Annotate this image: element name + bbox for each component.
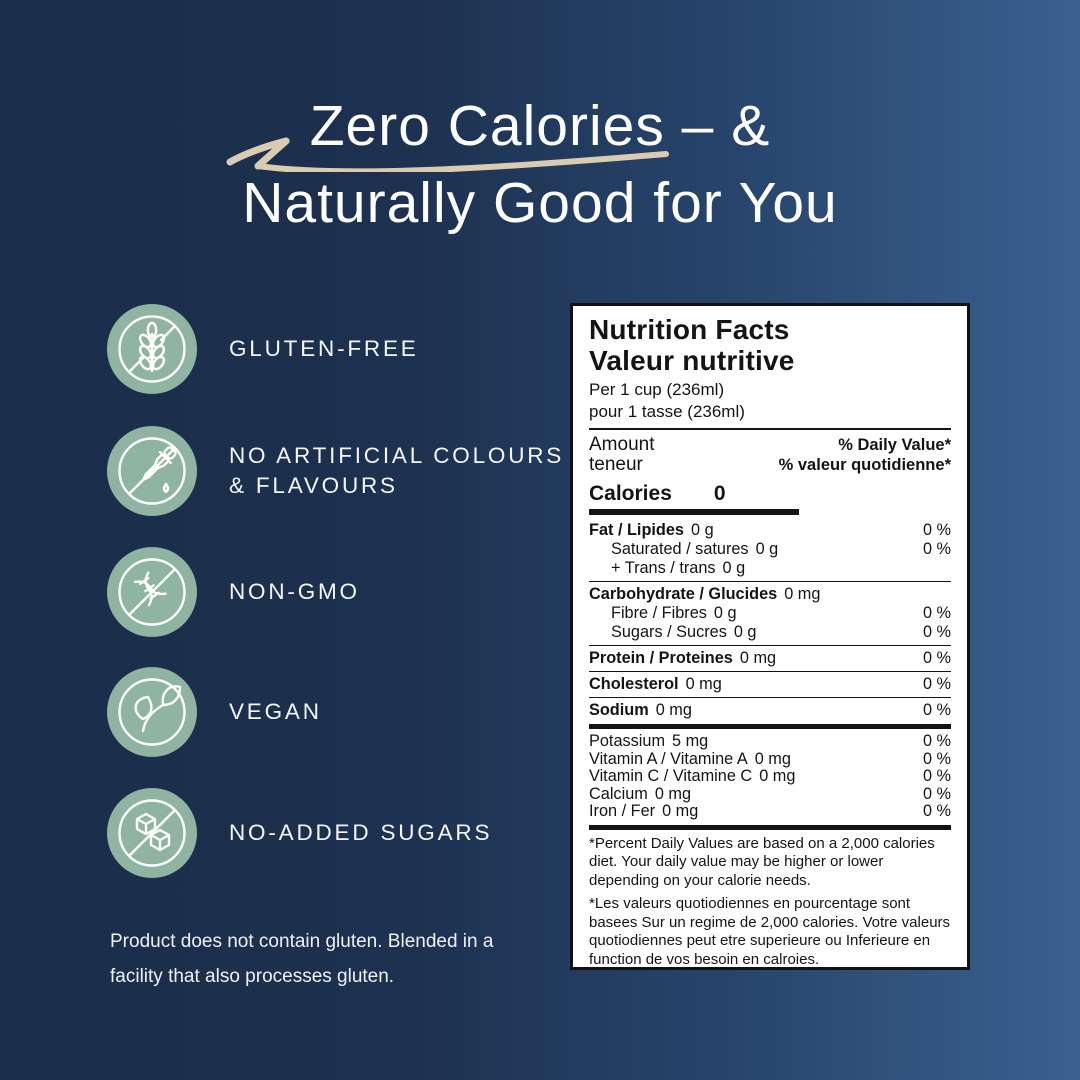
nutrient-row: Saturated / satures 0 g 0 %: [611, 540, 951, 558]
mineral-row: Vitamin C / Vitamine C 0 mg 0 %: [589, 767, 951, 786]
mineral-rows: Potassium 5 mg 0 % Vitamin A / Vitamine …: [589, 732, 951, 821]
headline: Zero Calories – & Naturally Good for You: [0, 88, 1080, 242]
nutrition-title-en: Nutrition Facts: [589, 314, 790, 345]
headline-line2: Naturally Good for You: [242, 171, 838, 235]
serving-size-en: Per 1 cup (236ml): [589, 380, 725, 399]
nutrient-row: Fat / Lipides 0 g 0 %: [589, 521, 951, 539]
mineral-row: Potassium 5 mg 0 %: [589, 732, 951, 750]
nutrient-row: Carbohydrate / Glucides 0 mg: [589, 585, 821, 603]
sugar-cubes-slash-icon: [107, 788, 197, 878]
nutrient-row: Fibre / Fibres 0 g 0 %: [611, 604, 951, 622]
nutrition-facts-panel: Nutrition Facts Valeur nutritive Per 1 c…: [570, 303, 970, 970]
calories-row: Calories 0: [589, 482, 951, 505]
amount-header: Amount teneur % Daily Value* % valeur qu…: [589, 435, 951, 475]
nutrition-title-fr: Valeur nutritive: [589, 345, 795, 376]
badge-label: NO ARTIFICIAL COLOURS & FLAVOURS: [229, 443, 565, 498]
badge-label: VEGAN: [229, 699, 322, 724]
badge-no-added-sugars: NO-ADDED SUGARS: [107, 788, 492, 878]
amount-label-fr: teneur: [589, 454, 643, 475]
divider-thick: [589, 824, 951, 830]
amount-label-en: Amount: [589, 434, 655, 455]
mineral-row: Vitamin A / Vitamine A 0 mg 0 %: [589, 749, 951, 768]
mineral-row: Iron / Fer 0 mg 0 %: [589, 802, 951, 821]
footnote-fr: *Les valeurs quotiodiennes en pourcentag…: [589, 895, 951, 968]
dna-slash-icon: [107, 547, 197, 637]
calories-bar: [589, 509, 799, 515]
divider: [589, 645, 951, 646]
footnote-en: *Percent Daily Values are based on a 2,0…: [589, 834, 935, 889]
swoosh-underline-icon: [226, 137, 669, 172]
divider: [589, 697, 951, 698]
divider: [589, 581, 951, 582]
divider: [589, 671, 951, 672]
gluten-disclaimer: Product does not contain gluten. Blended…: [110, 931, 494, 987]
badge-vegan: VEGAN: [107, 667, 322, 757]
dropper-slash-icon: [107, 426, 197, 516]
headline-line1: Zero Calories – &: [309, 94, 771, 158]
nutrient-row: Sodium 0 mg 0 %: [589, 701, 951, 719]
nutrient-row: + Trans / trans 0 g: [611, 559, 746, 577]
daily-value-label-fr: % valeur quotidienne*: [778, 456, 951, 474]
badge-non-gmo: NON-GMO: [107, 547, 360, 637]
daily-value-label-en: % Daily Value*: [838, 436, 951, 454]
badge-label: NON-GMO: [229, 579, 360, 604]
mineral-row: Calcium 0 mg 0 %: [589, 784, 951, 803]
badge-gluten-free: GLUTEN-FREE: [107, 304, 419, 394]
calories-label: Calories: [589, 482, 672, 505]
calories-value: 0: [713, 482, 726, 505]
serving-size-fr: pour 1 tasse (236ml): [589, 401, 745, 421]
nutrient-row: Sugars / Sucres 0 g 0 %: [611, 623, 951, 641]
badge-label: GLUTEN-FREE: [229, 336, 419, 361]
nutrient-row: Cholesterol 0 mg 0 %: [589, 675, 951, 693]
leaf-icon: [107, 667, 197, 757]
nutrient-row: Protein / Proteines 0 mg 0 %: [589, 649, 951, 667]
wheat-slash-icon: [107, 304, 197, 394]
divider: [589, 428, 951, 430]
divider-thick: [589, 724, 951, 729]
nutrient-rows: Fat / Lipides 0 g 0 % Saturated / sature…: [589, 521, 951, 720]
badge-label: NO-ADDED SUGARS: [229, 820, 493, 845]
badge-no-artificial: NO ARTIFICIAL COLOURS & FLAVOURS: [107, 426, 564, 516]
